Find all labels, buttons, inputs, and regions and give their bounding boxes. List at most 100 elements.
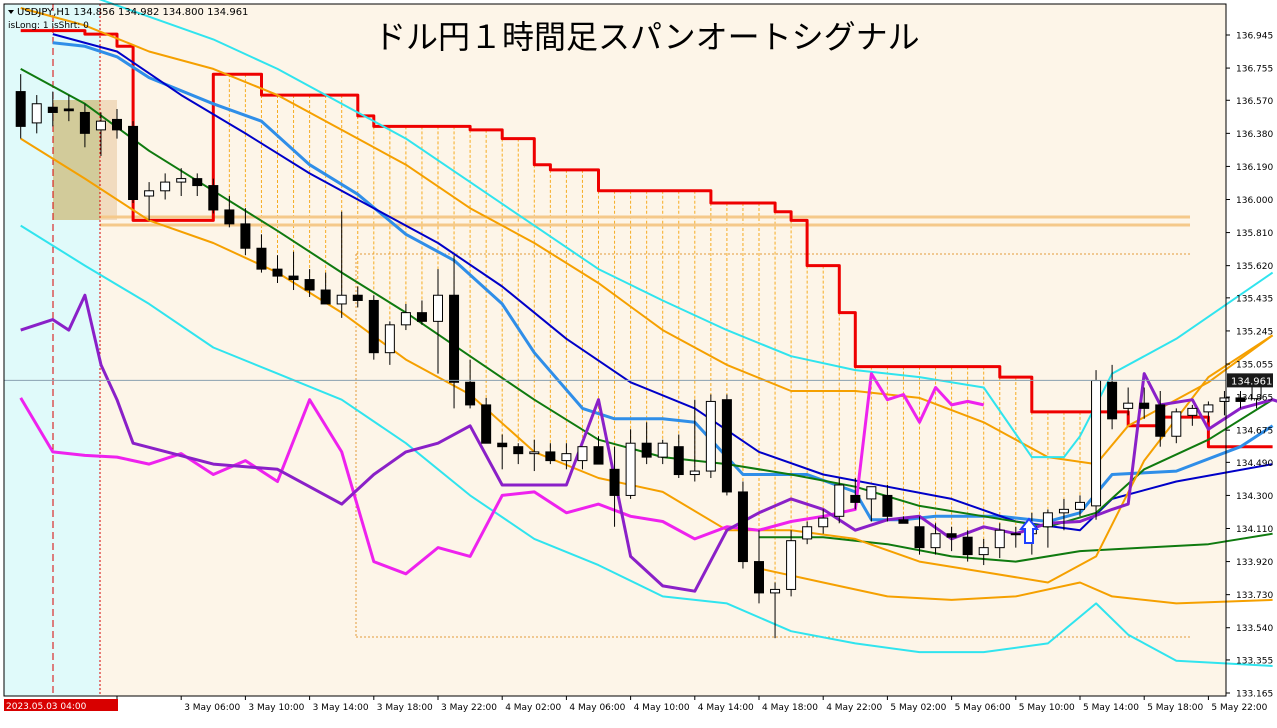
candle-body: [882, 494, 893, 517]
price-tick-label: 135.810: [1236, 229, 1273, 239]
candle: [609, 446, 620, 527]
time-label: 5 May 18:00: [1147, 703, 1203, 713]
candle: [288, 251, 299, 291]
candle: [529, 439, 540, 472]
indicator-info: isLong: 1 isShrt: 0: [8, 21, 89, 31]
candle: [63, 95, 74, 122]
candle-body: [304, 279, 315, 291]
price-tick-label: 135.245: [1236, 327, 1273, 337]
candle: [705, 394, 716, 479]
candle: [304, 269, 315, 297]
candle-body: [449, 294, 460, 383]
time-label: 4 May 06:00: [569, 703, 625, 713]
candle: [400, 303, 411, 331]
candle-body: [144, 190, 155, 197]
time-label: 5 May 10:00: [1019, 703, 1075, 713]
candle: [1155, 390, 1166, 447]
candle: [513, 443, 524, 465]
price-tick-label: 136.755: [1236, 65, 1273, 75]
candle-body: [128, 125, 139, 200]
candle: [1235, 390, 1246, 409]
candle-body: [593, 446, 604, 465]
candle-body: [208, 185, 219, 211]
entry-box-fill: [53, 100, 100, 220]
time-label: 5 May 22:00: [1211, 703, 1267, 713]
candle: [577, 446, 588, 470]
candles: [15, 74, 1262, 639]
candle-body: [79, 111, 90, 134]
time-label: 3 May 06:00: [184, 703, 240, 713]
orange-band-line: [20, 7, 1274, 466]
candle: [1010, 526, 1021, 548]
candle-body: [1203, 404, 1214, 413]
purple-osc-line: [20, 293, 1277, 593]
price-tick-label: 134.675: [1236, 427, 1273, 437]
candle-body: [657, 442, 668, 458]
price-tick-label: 133.355: [1236, 656, 1273, 666]
candle-body: [1010, 533, 1021, 536]
candle-body: [95, 120, 106, 131]
candle: [272, 255, 283, 284]
candle-body: [641, 442, 652, 458]
candle-body: [1123, 402, 1134, 409]
time-label: 3 May 10:00: [248, 703, 304, 713]
candle: [545, 443, 556, 465]
candle-body: [465, 381, 476, 406]
price-tick-label: 135.055: [1236, 361, 1273, 371]
candle: [673, 434, 684, 479]
time-label: 5 May 02:00: [890, 703, 946, 713]
candle: [818, 509, 829, 534]
collapse-triangle-icon[interactable]: [8, 10, 14, 14]
price-tick-label: 133.920: [1236, 558, 1273, 568]
candle: [433, 269, 443, 374]
price-tick-label: 136.190: [1236, 163, 1273, 173]
candle-body: [1171, 411, 1182, 437]
candle: [31, 95, 42, 134]
candle-body: [368, 299, 379, 354]
candle: [176, 168, 187, 197]
candle-body: [1187, 407, 1198, 416]
candle-body: [1075, 501, 1085, 510]
time-label: 4 May 18:00: [762, 703, 818, 713]
candle: [192, 173, 203, 197]
price-tick-label: 136.000: [1236, 196, 1273, 206]
candle: [978, 538, 989, 566]
candle: [834, 478, 845, 524]
price-tick-label: 136.570: [1236, 97, 1273, 107]
candle-body: [914, 526, 925, 549]
candle-body: [994, 529, 1005, 549]
price-tick-label: 133.730: [1236, 591, 1273, 601]
price-tick-label: 136.380: [1236, 130, 1273, 140]
candle-body: [352, 294, 363, 301]
time-label: 5 May 14:00: [1083, 703, 1139, 713]
candle: [561, 443, 572, 470]
price-tick-label: 134.865: [1236, 394, 1273, 404]
candle: [336, 211, 347, 318]
candle-body: [112, 118, 122, 131]
time-label: 2023.05.03 04:00: [6, 702, 87, 712]
candle: [898, 516, 909, 524]
candle-body: [577, 446, 588, 462]
price-tick-label: 134.110: [1236, 525, 1273, 535]
candle-body: [721, 399, 732, 493]
candle-body: [1139, 402, 1150, 409]
price-tick-label: 135.620: [1236, 262, 1273, 272]
candle-body: [47, 106, 58, 113]
candle: [1203, 401, 1214, 423]
candle-body: [1235, 397, 1246, 402]
orange-band-line: [758, 567, 1273, 605]
candle-body: [818, 517, 829, 528]
candle: [721, 394, 732, 496]
price-tick-label: 134.300: [1236, 492, 1273, 502]
candle-body: [497, 442, 508, 448]
candle: [770, 582, 781, 639]
candle: [144, 182, 155, 221]
candle: [79, 103, 90, 148]
time-label: 4 May 02:00: [505, 703, 561, 713]
candle: [256, 234, 267, 273]
candle-body: [320, 289, 331, 305]
candle-body: [513, 446, 524, 455]
time-label: 5 May 06:00: [955, 703, 1011, 713]
candle: [47, 91, 58, 127]
